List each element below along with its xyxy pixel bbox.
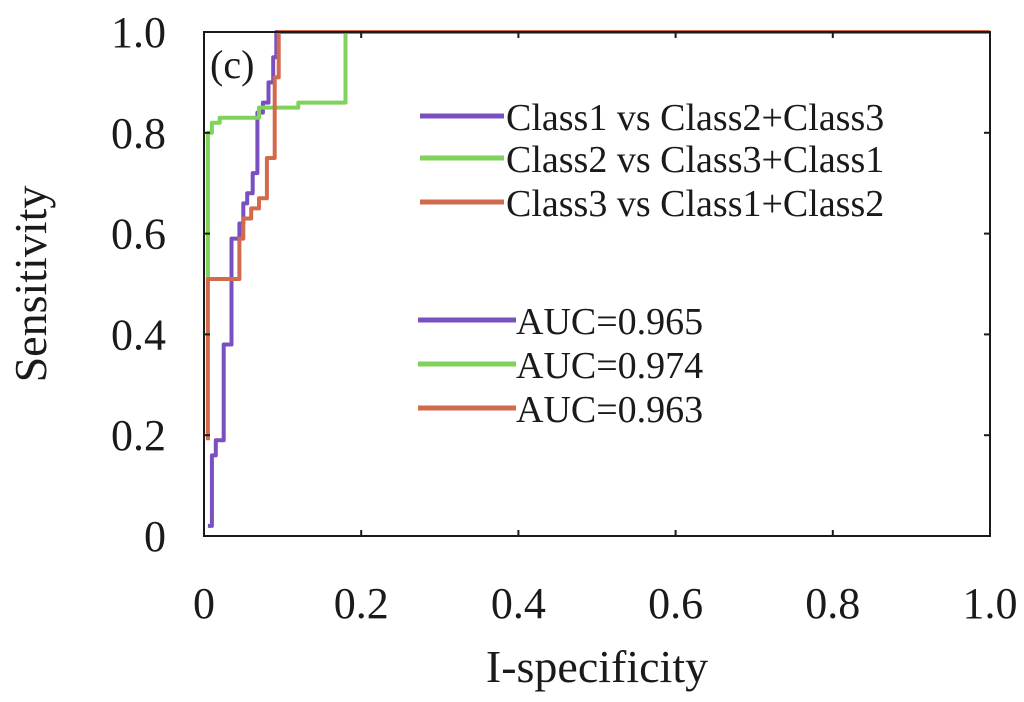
y-tick-label: 1.0	[111, 8, 166, 57]
x-tick-label: 0.2	[334, 579, 389, 628]
panel-label: (c)	[210, 42, 254, 87]
y-tick-label: 0.8	[111, 109, 166, 158]
x-tick-label: 0	[193, 579, 215, 628]
plot-area	[205, 30, 990, 528]
roc-curve-series-2	[205, 30, 990, 279]
legend-label-series-2: Class2 vs Class3+Class1	[506, 139, 884, 181]
y-tick-label: 0.4	[111, 310, 166, 359]
roc-curve-series-1	[207, 30, 990, 528]
y-tick-label: 0.2	[111, 411, 166, 460]
y-axis-title: Sensitivity	[5, 186, 56, 383]
legend: Class1 vs Class2+Class3 AUC=0.965 Class2 v…	[418, 97, 884, 431]
x-axis-title: I-specificity	[486, 641, 708, 692]
legend-label-series-1: Class1 vs Class2+Class3	[506, 97, 884, 139]
roc-curve-series-3	[205, 30, 990, 441]
auc-label-series-3: AUC=0.963	[516, 389, 703, 431]
legend-label-series-3: Class3 vs Class1+Class2	[506, 183, 884, 225]
y-tick-label: 0.6	[111, 210, 166, 259]
y-tick-label: 0	[144, 512, 166, 561]
auc-label-series-1: AUC=0.965	[516, 301, 703, 343]
x-tick-label: 0.4	[491, 579, 546, 628]
axis-ticks: 0 0.2 0.4 0.6 0.8 1.0 0 0.2 0.4 0.6 0.8 1.0	[111, 8, 1018, 628]
x-tick-label: 0.6	[648, 579, 703, 628]
plot-frame	[203, 31, 991, 537]
x-tick-label: 1.0	[963, 579, 1018, 628]
x-tick-label: 0.8	[805, 579, 860, 628]
auc-label-series-2: AUC=0.974	[516, 345, 703, 387]
